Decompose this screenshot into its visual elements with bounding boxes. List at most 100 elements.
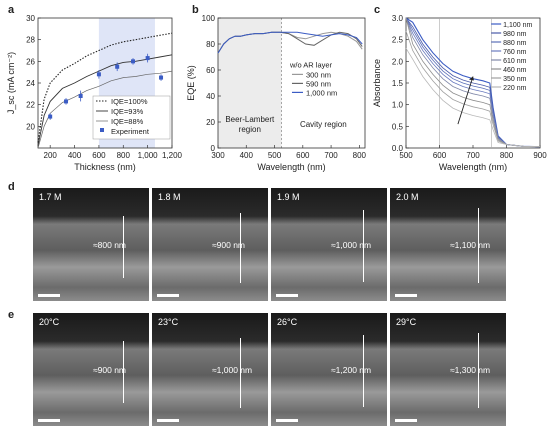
x-tick-label: 700 [324,151,338,160]
sem-thickness-label: ≈1,200 nm [331,365,372,375]
y-tick-label: 26 [26,57,35,66]
legend-label: 1,100 nm [503,22,532,29]
legend-box [92,95,171,140]
absorbance-series [405,30,541,148]
row-d-sem-image-4: 2.0 M ≈1,100 nm [390,188,506,301]
legend-label: 1,000 nm [306,88,337,97]
legend-swatch [100,128,104,132]
sem-micrograph [152,313,268,426]
y-axis-label: Absorbance [372,59,382,107]
sem-condition-label: 1.8 M [158,192,181,202]
y-tick-label: 3.0 [392,14,404,23]
region-label-beer-lambert: Beer-Lambert [225,115,275,124]
x-tick-label: 400 [240,151,254,160]
scale-bar [38,419,60,422]
experiment-point [78,94,83,98]
plot-frame [217,17,366,149]
panel-label-c: c [374,4,381,16]
y-tick-label: 1.5 [392,79,404,88]
y-axis-label: EQE (%) [186,65,196,101]
experiment-point [159,75,164,80]
series-line [37,70,173,149]
sem-thickness-label: ≈900 nm [212,240,246,250]
x-tick-label: 300 [211,151,225,160]
sem-micrograph [271,313,387,426]
experiment-point [48,114,53,119]
x-tick-label: 600 [433,151,447,160]
x-tick-label: 200 [44,151,58,160]
sem-condition-label: 20°C [39,317,60,327]
sem-micrograph [390,188,506,301]
row-e-sem-image-1: 20°C ≈900 nm [33,313,149,426]
sem-micrograph [33,188,149,301]
scale-bar [395,419,417,422]
scale-bar [395,294,417,297]
absorbance-series [405,48,541,148]
experiment-point [64,99,69,104]
x-tick-label: 900 [533,151,547,160]
y-tick-label: 0.0 [392,144,404,153]
y-tick-label: 80 [206,40,215,49]
legend-label: 460 nm [503,67,527,74]
row-e-sem-image-2: 23°C ≈1,000 nm [152,313,268,426]
series-line [217,31,363,54]
panel-label-e: e [8,309,15,321]
x-tick-label: 1,000 [138,151,159,160]
panel-label-d: d [8,181,15,193]
scale-bar [38,294,60,297]
experiment-point [145,56,150,61]
row-d-sem-image-1: 1.7 M ≈800 nm [33,188,149,301]
row-e-sem-image-3: 26°C ≈1,200 nm [271,313,387,426]
sem-micrograph [152,188,268,301]
row-d-sem-image-2: 1.8 M ≈900 nm [152,188,268,301]
legend-label: 220 nm [503,85,527,92]
legend-label: IQE=93% [111,107,144,116]
y-tick-label: 100 [202,14,216,23]
experiment-point [131,59,136,64]
legend-label: 880 nm [503,40,527,47]
y-tick-label: 2.5 [392,36,404,45]
scale-bar [276,419,298,422]
legend-label: 350 nm [503,76,527,83]
y-tick-label: 2.0 [392,57,404,66]
sem-thickness-label: ≈1,100 nm [450,240,491,250]
legend-label: IQE=88% [111,117,144,126]
chart-b-eqe: 300 400 500 600 700 800 0 20 40 60 80 100 Wavelength… [186,14,367,172]
chart-c-absorbance: 500 600 700 800 900 0.0 0.5 1.0 1.5 2.0 2.5 3.0 Wave… [372,14,547,172]
panel-label-b: b [192,4,199,16]
panel-label-a: a [8,4,15,16]
series-line [37,32,173,143]
x-tick-label: 600 [296,151,310,160]
x-tick-label: 600 [92,151,106,160]
thickness-arrow [240,213,241,283]
thickness-arrow [123,341,124,403]
thickness-arrow [363,210,364,282]
x-tick-label: 700 [466,151,480,160]
y-tick-label: 22 [26,101,35,110]
legend-label: 590 nm [306,79,331,88]
row-d-sem-image-3: 1.9 M ≈1,000 nm [271,188,387,301]
sem-thickness-label: ≈1,000 nm [331,240,372,250]
y-tick-label: 1.0 [392,101,404,110]
x-tick-label: 500 [399,151,413,160]
legend-label: 980 nm [503,31,527,38]
sem-condition-label: 1.7 M [39,192,62,202]
legend-label: 760 nm [503,49,527,56]
x-tick-label: 800 [353,151,367,160]
region-label-beer-lambert-2: region [239,125,261,134]
sem-micrograph [271,188,387,301]
y-tick-label: 20 [26,122,35,131]
x-tick-label: 500 [268,151,282,160]
row-e-sem-image-4: 29°C ≈1,300 nm [390,313,506,426]
experiment-point [96,72,101,77]
x-axis-label: Wavelength (nm) [439,162,507,172]
sem-condition-label: 1.9 M [277,192,300,202]
x-tick-label: 1,200 [162,151,183,160]
sem-thickness-label: ≈900 nm [93,365,127,375]
y-tick-label: 28 [26,36,35,45]
trend-arrowhead [469,76,474,81]
sem-condition-label: 26°C [277,317,298,327]
x-tick-label: 800 [500,151,514,160]
legend-label: 300 nm [306,70,331,79]
y-tick-label: 40 [206,92,215,101]
